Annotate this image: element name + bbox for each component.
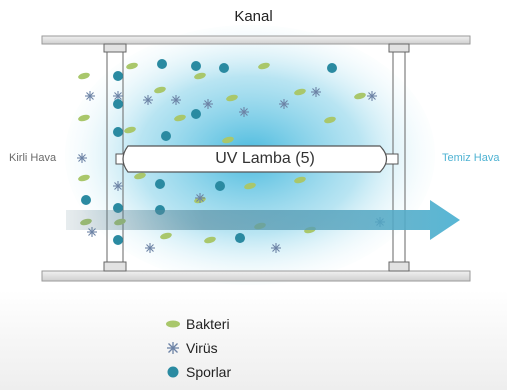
spore-icon <box>160 365 186 379</box>
duct-diagram <box>41 25 471 285</box>
bacteria-particle <box>244 182 256 190</box>
bacteria-particle <box>294 176 306 184</box>
duct-title: Kanal <box>234 8 273 25</box>
legend-label: Virüs <box>186 340 218 356</box>
spore-particle <box>113 71 123 81</box>
spore-particle <box>235 233 245 243</box>
bacteria-particle <box>78 72 90 80</box>
airflow-arrow <box>66 200 460 240</box>
bacteria-particle <box>174 114 186 122</box>
duct-bottom-plate <box>41 270 471 282</box>
spore-particle <box>215 181 225 191</box>
spore-particle <box>113 127 123 137</box>
spore-particle <box>161 131 171 141</box>
bacteria-particle <box>294 88 306 96</box>
bacteria-particle <box>124 126 136 134</box>
virus-particle <box>85 91 95 101</box>
legend-label: Sporlar <box>186 364 232 380</box>
spore-particle <box>157 59 167 69</box>
bacteria-particle <box>222 136 234 144</box>
bacteria-icon <box>160 319 186 329</box>
spore-particle <box>219 63 229 73</box>
virus-particle <box>145 243 155 253</box>
clean-air-label: Temiz Hava <box>442 152 500 164</box>
virus-particle <box>143 95 153 105</box>
virus-particle <box>239 107 249 117</box>
bacteria-particle <box>204 236 216 244</box>
spore-particle <box>327 63 337 73</box>
uv-lamp-label: UV Lamba (5) <box>215 150 315 167</box>
bacteria-particle <box>78 174 90 182</box>
bacteria-particle <box>160 232 172 240</box>
bacteria-particle <box>134 172 146 180</box>
bacteria-particle <box>194 72 206 80</box>
virus-particle <box>367 91 377 101</box>
virus-particle <box>171 95 181 105</box>
bacteria-particle <box>324 116 336 124</box>
virus-icon <box>160 341 186 355</box>
bacteria-particle <box>78 114 90 122</box>
spore-particle <box>113 99 123 109</box>
spore-particle <box>155 179 165 189</box>
bacteria-particle <box>126 62 138 70</box>
legend-item-bacteria: Bakteri <box>160 312 231 336</box>
virus-particle <box>279 99 289 109</box>
spore-particle <box>113 235 123 245</box>
duct-top-plate <box>41 35 471 45</box>
legend-label: Bakteri <box>186 316 230 332</box>
legend-item-virus: Virüs <box>160 336 231 360</box>
spore-particle <box>191 61 201 71</box>
bacteria-particle <box>354 92 366 100</box>
bacteria-particle <box>226 94 238 102</box>
spore-particle <box>81 195 91 205</box>
bacteria-particle <box>258 62 270 70</box>
spore-particle <box>191 109 201 119</box>
virus-particle <box>311 87 321 97</box>
virus-particle <box>203 99 213 109</box>
virus-particle <box>195 193 205 203</box>
virus-particle <box>113 181 123 191</box>
uv-lamp <box>115 145 399 173</box>
legend: Bakteri Virüs Sporlar <box>160 312 231 384</box>
virus-particle <box>113 91 123 101</box>
legend-item-spores: Sporlar <box>160 360 231 384</box>
dirty-air-label: Kirli Hava <box>9 152 57 164</box>
bacteria-particle <box>154 86 166 94</box>
virus-particle <box>271 243 281 253</box>
virus-particle <box>77 153 87 163</box>
